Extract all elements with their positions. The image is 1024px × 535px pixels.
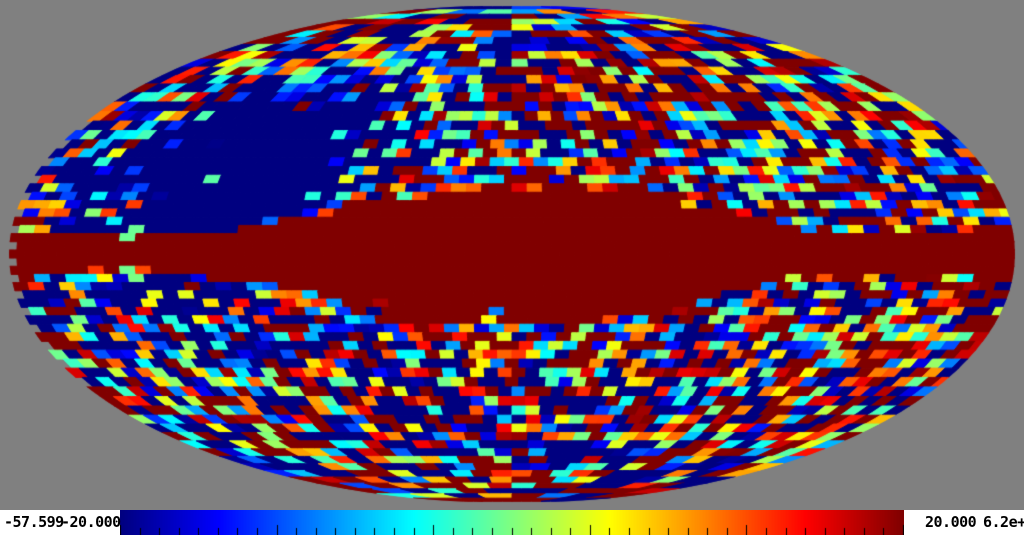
colorbar-data-min-label: -57.599 — [4, 513, 64, 531]
colorbar-data-max-label: 6.2e+02 — [983, 513, 1024, 531]
colorbar-vmin-label: -20.000 — [61, 513, 121, 531]
colorbar-vmax-label: 20.000 — [925, 513, 977, 531]
colorbar-gradient[interactable] — [120, 510, 904, 535]
mollweide-sky-map — [0, 0, 1024, 509]
